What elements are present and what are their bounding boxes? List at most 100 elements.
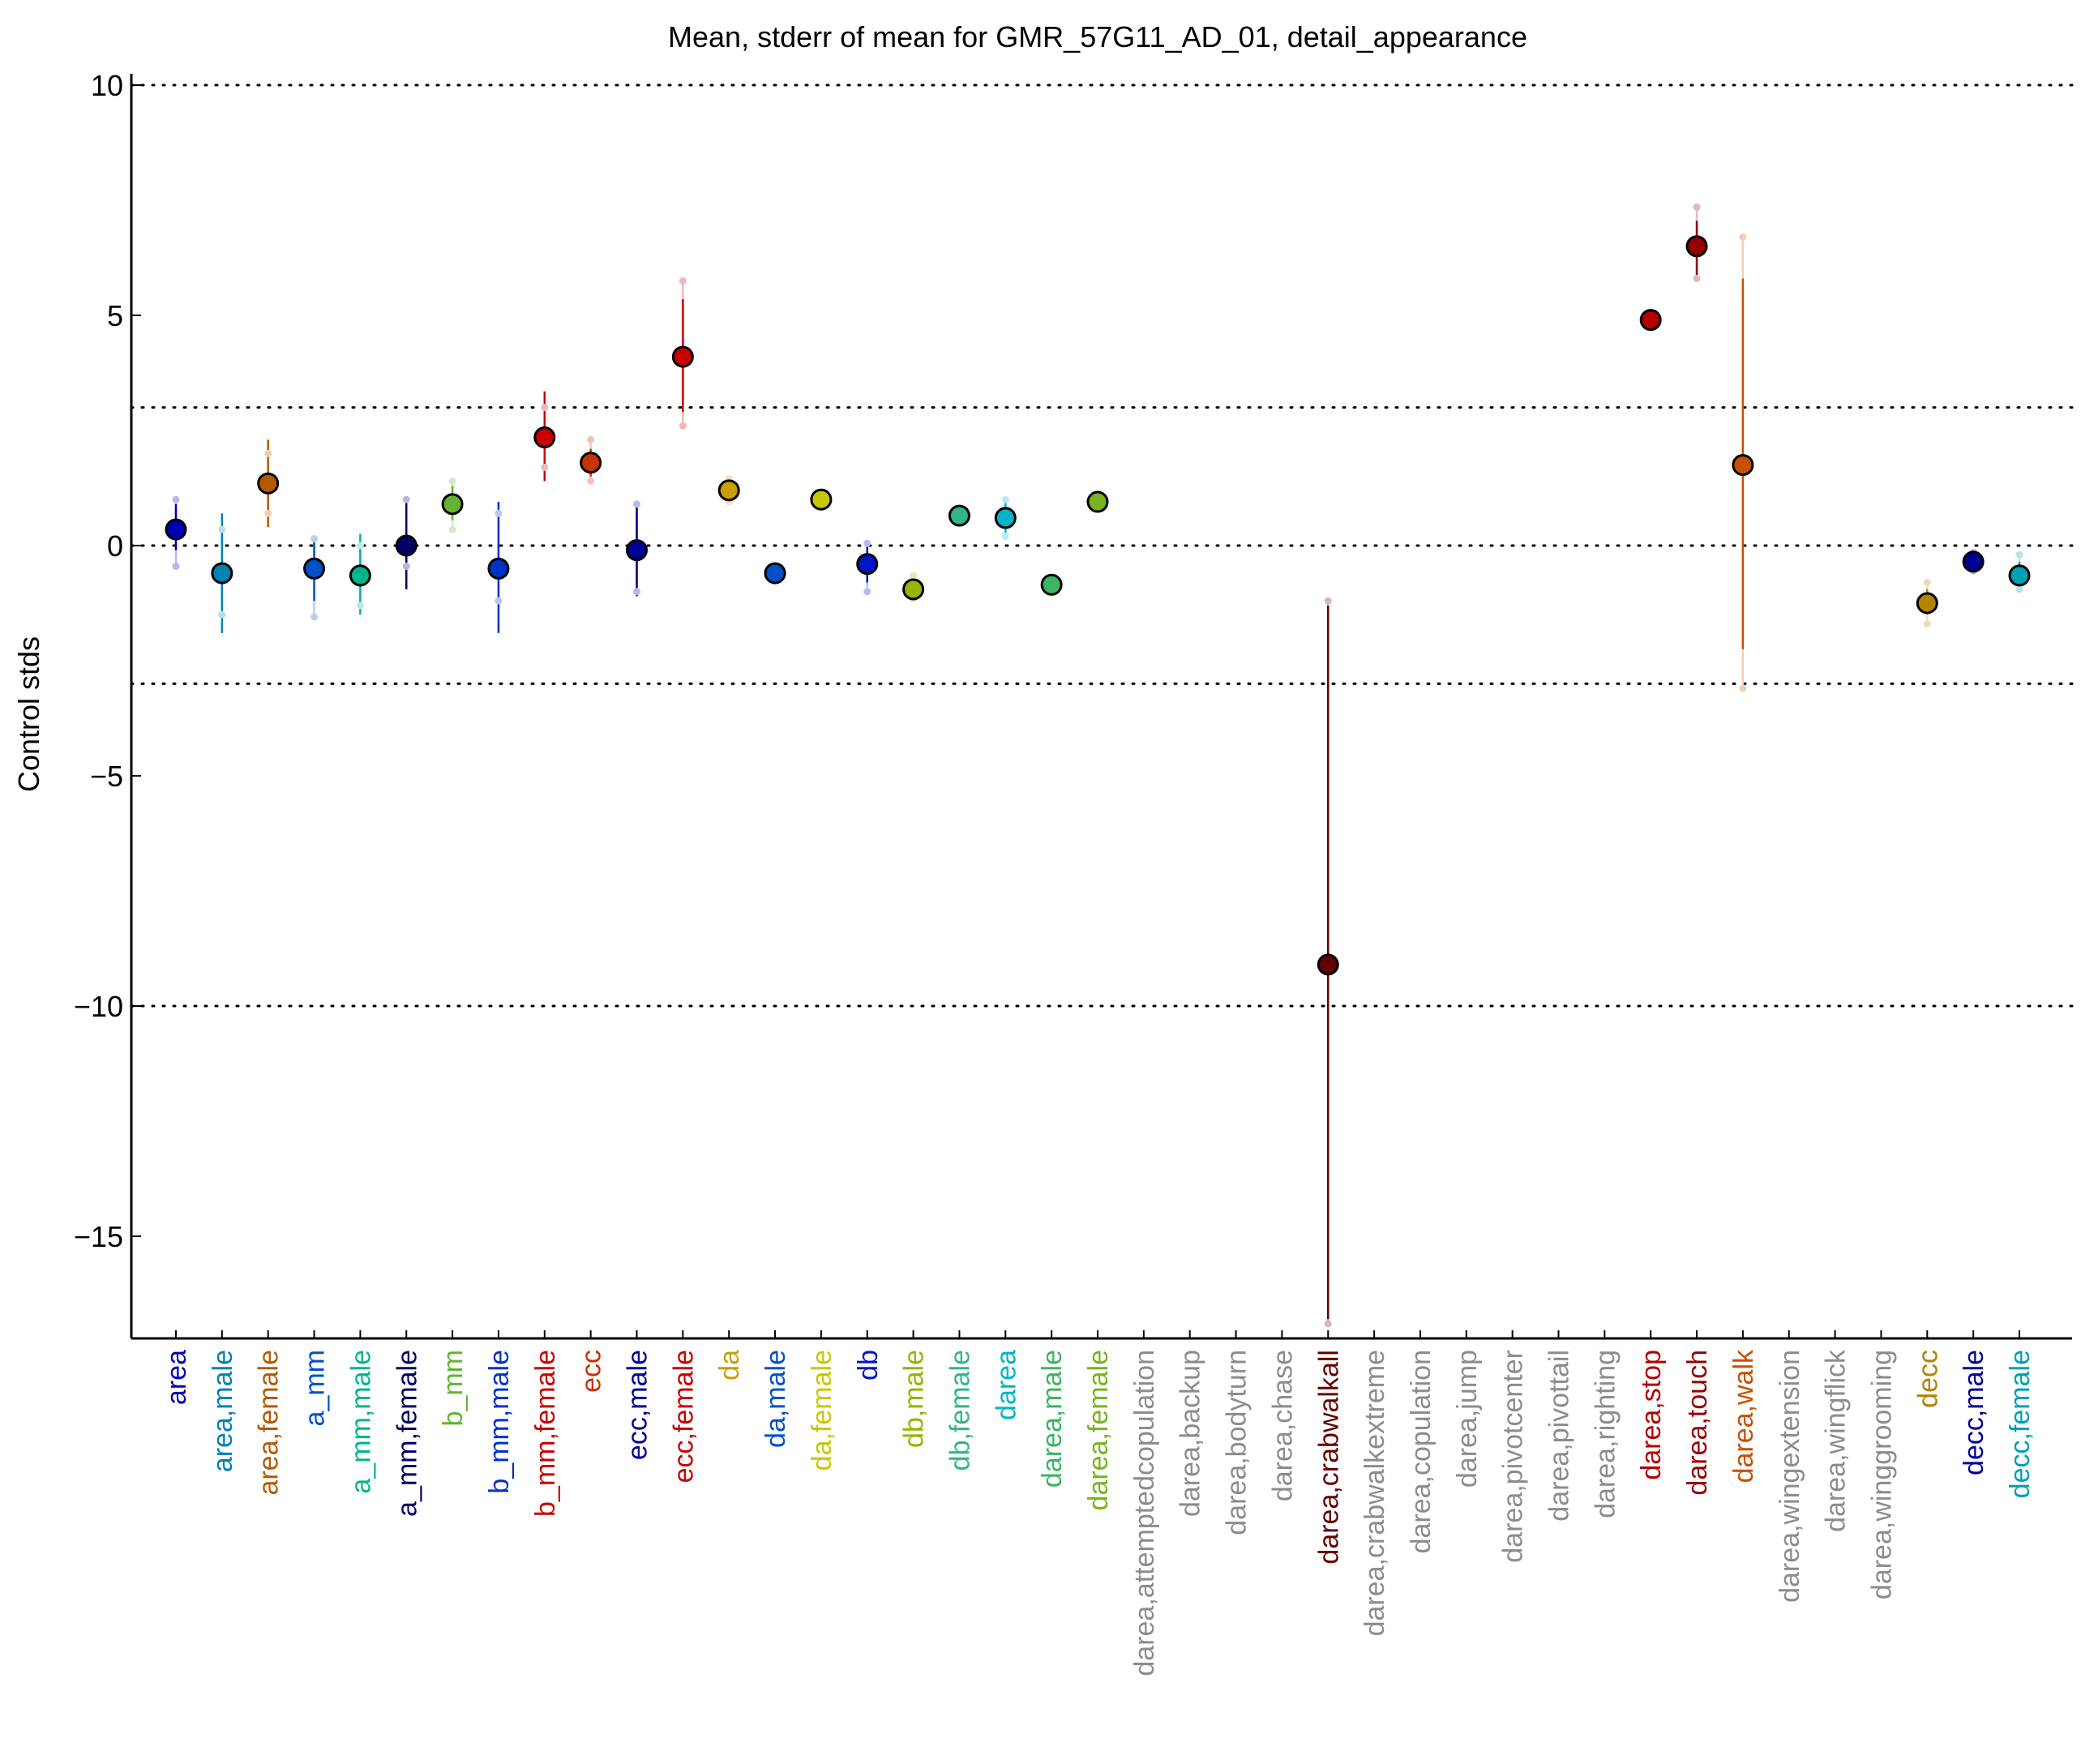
series-point-0 — [165, 495, 187, 571]
range-end-low-18 — [1001, 533, 1009, 541]
x-tick-label-3: a_mm — [300, 1350, 331, 1426]
y-tick-label-4: −10 — [74, 990, 123, 1023]
x-tick-label-28: darea,jump — [1452, 1350, 1483, 1488]
series-point-40 — [2008, 550, 2031, 593]
x-tick-label-34: darea,walk — [1728, 1349, 1759, 1483]
range-end-high-4 — [356, 542, 364, 550]
x-tick-label-39: decc,male — [1959, 1350, 1989, 1475]
range-end-low-4 — [356, 602, 364, 610]
mean-marker-9 — [580, 452, 602, 474]
series-point-39 — [1962, 549, 1985, 575]
range-end-high-5 — [402, 495, 410, 503]
x-tick-label-22: darea,backup — [1175, 1350, 1206, 1517]
range-end-low-34 — [1739, 684, 1747, 692]
range-end-high-2 — [264, 449, 272, 457]
mean-marker-40 — [2008, 564, 2031, 587]
series-point-14 — [810, 488, 833, 511]
mean-marker-33 — [1685, 235, 1708, 258]
range-end-high-33 — [1693, 203, 1701, 212]
reference-lines — [130, 83, 2074, 1008]
mean-marker-5 — [395, 534, 417, 557]
mean-marker-39 — [1962, 550, 1985, 573]
x-tick-label-24: darea,chase — [1267, 1350, 1298, 1501]
x-tick-label-32: darea,stop — [1636, 1350, 1667, 1480]
range-end-low-10 — [633, 588, 640, 596]
range-end-low-40 — [2015, 585, 2023, 593]
mean-marker-34 — [1732, 454, 1754, 477]
mean-marker-14 — [810, 488, 833, 511]
range-end-low-5 — [402, 563, 410, 571]
mean-marker-3 — [303, 557, 326, 580]
mean-marker-15 — [856, 553, 879, 576]
range-end-high-38 — [1923, 578, 1931, 586]
y-tick-label-1: 5 — [107, 299, 123, 332]
series-point-25 — [1317, 597, 1339, 1328]
range-end-low-9 — [587, 477, 595, 485]
x-tick-label-15: db — [853, 1350, 884, 1381]
range-end-low-1 — [218, 610, 226, 619]
y-ticks: 10 5 0 −5 −10 −15 — [74, 69, 141, 1253]
x-tick-label-36: darea,wingflick — [1821, 1349, 1852, 1532]
series-point-6 — [441, 477, 464, 533]
x-tick-label-2: area,female — [254, 1350, 285, 1496]
mean-marker-17 — [948, 504, 970, 527]
series-point-11 — [671, 276, 694, 430]
y-tick-label-0: 10 — [91, 69, 123, 102]
x-tick-label-26: darea,crabwalkextreme — [1360, 1350, 1390, 1636]
series-point-19 — [1040, 573, 1063, 596]
series-point-10 — [626, 500, 648, 597]
series-point-33 — [1685, 203, 1708, 283]
x-tick-label-8: b_mm,female — [530, 1350, 561, 1517]
y-axis-label: Control stds — [12, 636, 45, 792]
mean-marker-11 — [671, 345, 694, 368]
series-point-38 — [1916, 578, 1938, 628]
series-point-18 — [994, 495, 1017, 541]
series-point-16 — [902, 572, 925, 602]
x-tick-label-18: darea — [991, 1350, 1021, 1420]
data-marks — [165, 203, 2031, 1328]
x-tick-label-29: darea,pivotcenter — [1498, 1350, 1529, 1563]
x-tick-label-19: darea,male — [1037, 1350, 1068, 1488]
series-point-3 — [303, 534, 326, 621]
mean-marker-6 — [441, 493, 464, 516]
mean-marker-12 — [717, 479, 740, 502]
x-tick-label-38: decc — [1912, 1350, 1943, 1408]
range-end-high-15 — [863, 539, 871, 547]
range-end-high-8 — [541, 404, 549, 412]
x-tick-label-25: darea,crabwalkall — [1313, 1350, 1344, 1565]
series-point-5 — [395, 495, 417, 589]
mean-marker-2 — [257, 472, 280, 495]
series-point-7 — [487, 502, 510, 633]
mean-marker-20 — [1086, 490, 1109, 513]
range-end-high-9 — [587, 435, 595, 443]
x-tick-label-12: da — [714, 1350, 745, 1381]
range-end-high-11 — [679, 276, 687, 285]
x-tick-label-16: db,male — [899, 1350, 930, 1448]
range-end-low-7 — [495, 597, 503, 605]
y-tick-label-3: −5 — [90, 760, 123, 793]
mean-marker-25 — [1317, 953, 1339, 976]
x-tick-label-20: darea,female — [1083, 1350, 1114, 1510]
mean-marker-38 — [1916, 592, 1938, 614]
series-point-34 — [1732, 233, 1754, 692]
x-tick-label-37: darea,winggrooming — [1866, 1350, 1897, 1599]
series-point-9 — [580, 435, 602, 485]
x-tick-label-10: ecc,male — [623, 1350, 653, 1460]
x-tick-label-27: darea,copulation — [1406, 1350, 1437, 1553]
range-end-low-15 — [863, 588, 871, 596]
x-tick-label-31: darea,righting — [1590, 1350, 1621, 1518]
x-tick-label-6: b_mm — [438, 1350, 469, 1426]
x-tick-label-21: darea,attemptedcopulation — [1129, 1350, 1160, 1676]
mean-marker-19 — [1040, 573, 1063, 596]
range-end-low-6 — [448, 525, 456, 533]
range-end-high-7 — [495, 509, 503, 517]
mean-marker-16 — [902, 578, 925, 601]
x-tick-label-7: b_mm,male — [484, 1350, 515, 1494]
mean-marker-4 — [349, 564, 371, 587]
chart-title: Mean, stderr of mean for GMR_57G11_AD_01… — [668, 20, 1527, 54]
x-tick-label-35: darea,wingextension — [1775, 1350, 1805, 1603]
range-end-low-8 — [541, 463, 549, 471]
range-end-high-10 — [633, 500, 640, 508]
